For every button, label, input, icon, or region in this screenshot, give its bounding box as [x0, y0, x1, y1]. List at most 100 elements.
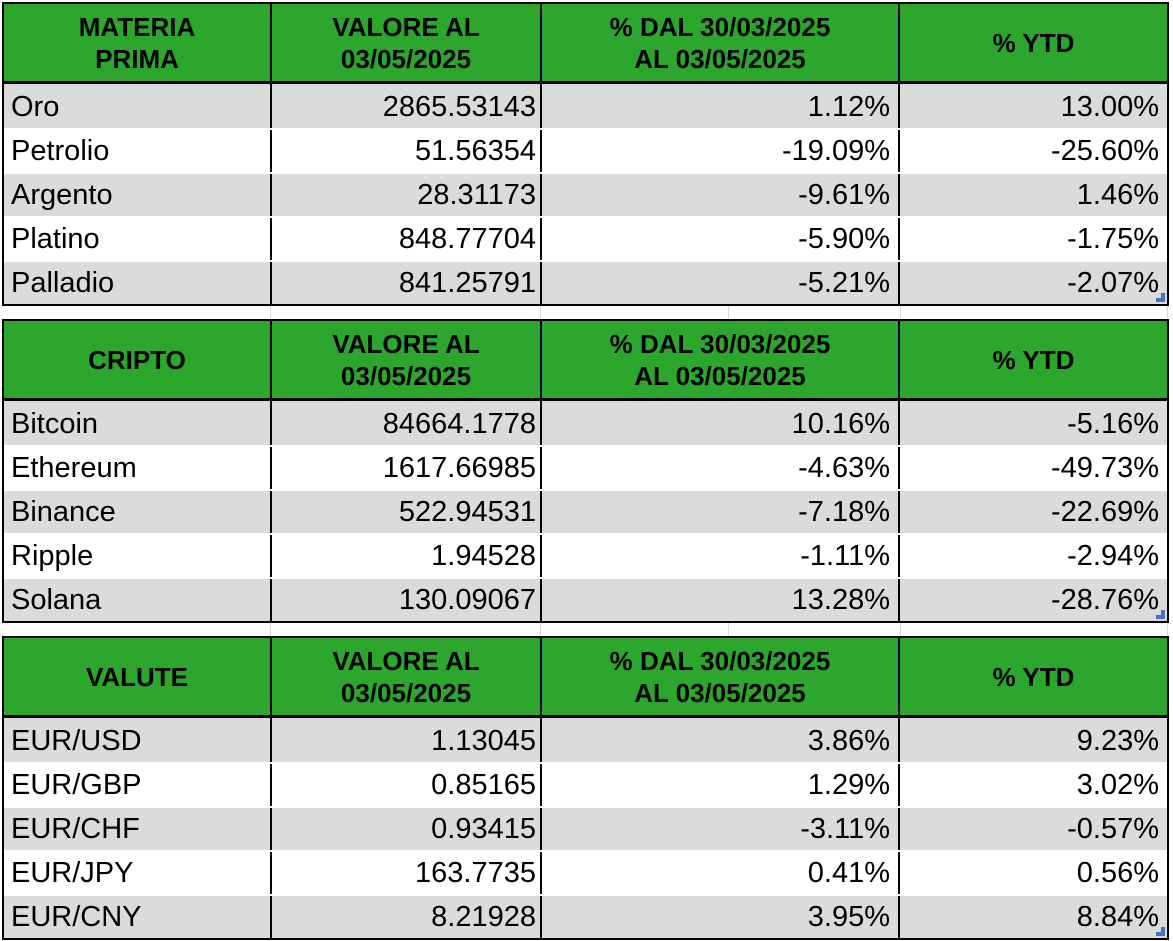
header-line: 03/05/2025 [340, 360, 472, 391]
header-line: VALORE AL [332, 11, 480, 42]
row-label-cell[interactable]: Binance [11, 496, 116, 528]
period-change-cell[interactable]: 13.28% [540, 579, 898, 621]
header-pct-ytd[interactable]: % YTD [898, 321, 1167, 398]
value-cell[interactable]: 522.94531 [270, 491, 540, 533]
period-change-cell[interactable]: 3.86% [540, 718, 898, 762]
table-row: Argento 28.31173 -9.61% 1.46% [4, 172, 1167, 216]
gridline [1167, 306, 1168, 319]
row-label-cell[interactable]: EUR/GBP [11, 769, 142, 801]
value-cell[interactable]: 130.09067 [270, 579, 540, 621]
gridline [728, 623, 729, 636]
period-change-cell[interactable]: -7.18% [540, 491, 898, 533]
ytd-change-cell[interactable]: 8.84% [898, 896, 1167, 938]
header-line: VALORE AL [332, 328, 480, 359]
commodities-table: MATERIA PRIMA VALORE AL 03/05/2025 % DAL… [2, 2, 1169, 306]
ytd-change-cell[interactable]: -1.75% [898, 218, 1167, 260]
header-line: 03/05/2025 [340, 677, 472, 708]
period-change-cell[interactable]: -4.63% [540, 447, 898, 489]
row-label-cell[interactable]: Oro [11, 91, 60, 123]
currencies-header-row: VALUTE VALORE AL 03/05/2025 % DAL 30/03/… [4, 638, 1167, 718]
gridline [270, 306, 271, 319]
value-cell[interactable]: 1617.66985 [270, 447, 540, 489]
value-cell[interactable]: 84664.1778 [270, 401, 540, 445]
period-change-cell[interactable]: 1.29% [540, 764, 898, 806]
ytd-change-cell[interactable]: -49.73% [898, 447, 1167, 489]
ytd-change-cell[interactable]: 0.56% [898, 852, 1167, 894]
ytd-change-cell[interactable]: 9.23% [898, 718, 1167, 762]
period-change-cell[interactable]: -19.09% [540, 130, 898, 172]
table-row: Platino 848.77704 -5.90% -1.75% [4, 216, 1167, 260]
value-cell[interactable]: 848.77704 [270, 218, 540, 260]
period-change-cell[interactable]: 3.95% [540, 896, 898, 938]
ytd-change-cell[interactable]: -2.07% [898, 262, 1167, 304]
row-label-cell[interactable]: Petrolio [11, 135, 110, 167]
header-pct-period[interactable]: % DAL 30/03/2025 AL 03/05/2025 [540, 321, 898, 398]
ytd-change-cell[interactable]: -0.57% [898, 808, 1167, 850]
row-label-cell[interactable]: Palladio [11, 267, 115, 299]
value-cell[interactable]: 0.85165 [270, 764, 540, 806]
period-change-cell[interactable]: -1.11% [540, 535, 898, 577]
row-label-cell[interactable]: Argento [11, 179, 113, 211]
header-line: % YTD [992, 27, 1075, 58]
header-line: % YTD [992, 344, 1075, 375]
currencies-body: EUR/USD 1.13045 3.86% 9.23% EUR/GBP 0.85… [4, 718, 1167, 938]
ytd-change-cell[interactable]: -5.16% [898, 401, 1167, 445]
ytd-change-cell[interactable]: -2.94% [898, 535, 1167, 577]
period-change-cell[interactable]: 0.41% [540, 852, 898, 894]
commodities-header-row: MATERIA PRIMA VALORE AL 03/05/2025 % DAL… [4, 4, 1167, 84]
ytd-change-cell[interactable]: 13.00% [898, 84, 1167, 128]
table-row: Ethereum 1617.66985 -4.63% -49.73% [4, 445, 1167, 489]
header-line: % DAL 30/03/2025 [609, 645, 831, 676]
period-change-cell[interactable]: -9.61% [540, 174, 898, 216]
row-label-cell[interactable]: Platino [11, 223, 100, 255]
header-valore-al[interactable]: VALORE AL 03/05/2025 [270, 4, 540, 81]
value-cell[interactable]: 51.56354 [270, 130, 540, 172]
header-materia-prima[interactable]: MATERIA PRIMA [4, 4, 270, 81]
row-label-cell[interactable]: Ripple [11, 540, 94, 572]
header-line: % DAL 30/03/2025 [609, 11, 831, 42]
row-label-cell[interactable]: Ethereum [11, 452, 137, 484]
table-row: EUR/GBP 0.85165 1.29% 3.02% [4, 762, 1167, 806]
gridline [900, 623, 901, 636]
period-change-cell[interactable]: 10.16% [540, 401, 898, 445]
period-change-cell[interactable]: 1.12% [540, 84, 898, 128]
header-pct-period[interactable]: % DAL 30/03/2025 AL 03/05/2025 [540, 638, 898, 715]
header-title-line: CRIPTO [88, 344, 186, 375]
row-label-cell[interactable]: EUR/CNY [11, 901, 142, 933]
period-change-cell[interactable]: -3.11% [540, 808, 898, 850]
header-pct-ytd[interactable]: % YTD [898, 4, 1167, 81]
header-cripto[interactable]: CRIPTO [4, 321, 270, 398]
gridline [728, 306, 729, 319]
header-line: % DAL 30/03/2025 [609, 328, 831, 359]
value-cell[interactable]: 8.21928 [270, 896, 540, 938]
value-cell[interactable]: 0.93415 [270, 808, 540, 850]
value-cell[interactable]: 2865.53143 [270, 84, 540, 128]
period-change-cell[interactable]: -5.21% [540, 262, 898, 304]
header-pct-period[interactable]: % DAL 30/03/2025 AL 03/05/2025 [540, 4, 898, 81]
period-change-cell[interactable]: -5.90% [540, 218, 898, 260]
value-cell[interactable]: 163.7735 [270, 852, 540, 894]
row-label-cell[interactable]: Bitcoin [11, 408, 99, 440]
table-row: EUR/CNY 8.21928 3.95% 8.84% [4, 894, 1167, 938]
ytd-change-cell[interactable]: -25.60% [898, 130, 1167, 172]
value-cell[interactable]: 1.13045 [270, 718, 540, 762]
value-cell[interactable]: 1.94528 [270, 535, 540, 577]
commodities-body: Oro 2865.53143 1.12% 13.00% Petrolio 51.… [4, 84, 1167, 304]
ytd-change-cell[interactable]: 3.02% [898, 764, 1167, 806]
row-label-cell[interactable]: EUR/JPY [11, 857, 134, 889]
row-label-cell[interactable]: EUR/USD [11, 725, 142, 757]
header-line: VALORE AL [332, 645, 480, 676]
gridline [900, 306, 901, 319]
header-valore-al[interactable]: VALORE AL 03/05/2025 [270, 321, 540, 398]
gridline [540, 306, 541, 319]
header-valute[interactable]: VALUTE [4, 638, 270, 715]
header-pct-ytd[interactable]: % YTD [898, 638, 1167, 715]
value-cell[interactable]: 28.31173 [270, 174, 540, 216]
header-valore-al[interactable]: VALORE AL 03/05/2025 [270, 638, 540, 715]
ytd-change-cell[interactable]: -22.69% [898, 491, 1167, 533]
row-label-cell[interactable]: Solana [11, 584, 102, 616]
value-cell[interactable]: 841.25791 [270, 262, 540, 304]
row-label-cell[interactable]: EUR/CHF [11, 813, 140, 845]
ytd-change-cell[interactable]: 1.46% [898, 174, 1167, 216]
ytd-change-cell[interactable]: -28.76% [898, 579, 1167, 621]
